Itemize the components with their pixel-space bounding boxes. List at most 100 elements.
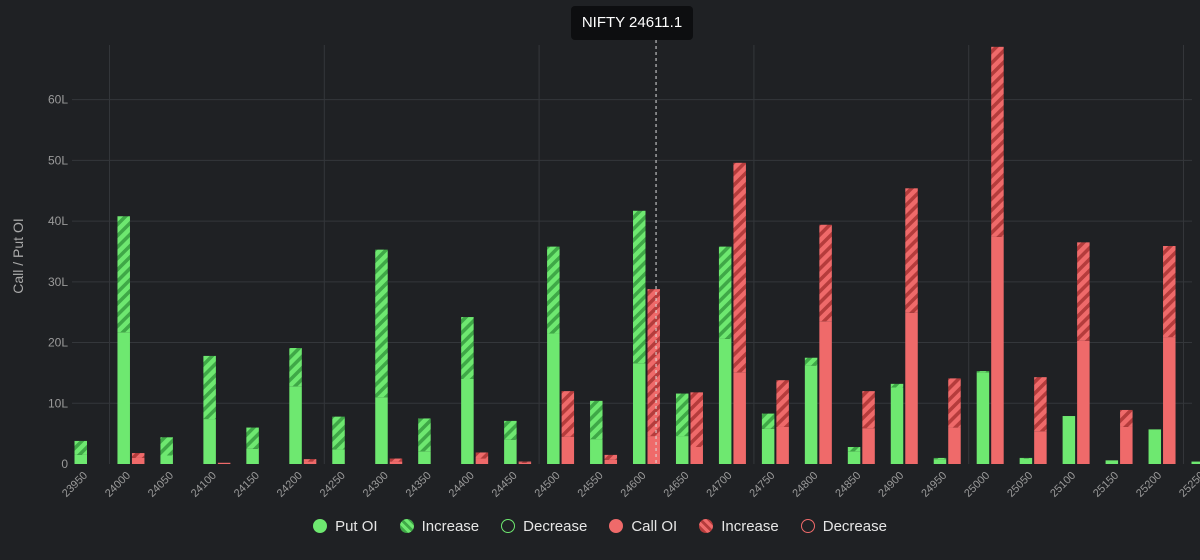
call-oi-bar[interactable]	[217, 462, 231, 464]
call-increase-bar[interactable]	[1077, 242, 1090, 341]
put-oi-bar[interactable]	[375, 397, 388, 464]
put-oi-bar[interactable]	[1191, 461, 1200, 464]
legend-put-oi[interactable]: Put OI	[313, 518, 378, 535]
call-increase-bar[interactable]	[991, 46, 1004, 237]
put-increase-bar[interactable]	[289, 348, 302, 387]
call-increase-bar[interactable]	[1163, 245, 1176, 338]
put-increase-bar[interactable]	[1019, 457, 1033, 459]
put-oi-bar[interactable]	[160, 455, 173, 464]
put-increase-bar[interactable]	[933, 457, 947, 460]
call-oi-bar[interactable]	[1034, 431, 1047, 464]
call-increase-bar[interactable]	[131, 453, 145, 458]
call-increase-bar[interactable]	[561, 391, 575, 437]
put-oi-bar[interactable]	[461, 378, 474, 464]
put-oi-bar[interactable]	[675, 436, 689, 464]
put-increase-bar[interactable]	[375, 249, 388, 398]
call-oi-bar[interactable]	[819, 321, 832, 464]
put-oi-bar[interactable]	[246, 448, 259, 464]
put-oi-bar[interactable]	[633, 363, 646, 464]
put-increase-bar[interactable]	[976, 371, 990, 373]
call-oi-bar[interactable]	[1077, 340, 1090, 464]
put-increase-bar[interactable]	[675, 393, 689, 437]
put-increase-bar[interactable]	[461, 317, 474, 379]
call-oi-bar[interactable]	[690, 446, 703, 464]
put-increase-bar[interactable]	[547, 246, 560, 334]
put-oi-bar[interactable]	[761, 428, 775, 464]
call-increase-bar[interactable]	[518, 461, 532, 463]
put-increase-bar[interactable]	[718, 246, 732, 339]
legend-label: Increase	[421, 517, 480, 535]
put-oi-bar[interactable]	[74, 454, 88, 464]
call-increase-bar[interactable]	[1034, 377, 1047, 432]
call-oi-bar[interactable]	[475, 458, 489, 464]
put-oi-bar[interactable]	[203, 419, 216, 464]
put-oi-bar[interactable]	[332, 449, 345, 464]
call-oi-bar[interactable]	[733, 372, 746, 464]
put-oi-bar[interactable]	[504, 439, 517, 464]
call-increase-bar[interactable]	[604, 454, 618, 460]
call-oi-bar[interactable]	[1120, 426, 1133, 464]
call-increase-bar[interactable]	[647, 289, 661, 437]
call-oi-bar[interactable]	[561, 436, 575, 464]
call-increase-bar[interactable]	[905, 188, 918, 313]
put-increase-bar[interactable]	[203, 355, 216, 420]
put-oi-bar[interactable]	[718, 338, 732, 464]
put-increase-bar[interactable]	[847, 446, 861, 452]
put-increase-bar[interactable]	[332, 416, 345, 450]
put-increase-bar[interactable]	[890, 383, 904, 388]
put-oi-bar[interactable]	[804, 365, 818, 464]
put-oi-bar[interactable]	[933, 459, 947, 464]
legend-call-decrease[interactable]: Decrease	[800, 518, 887, 535]
call-oi-bar[interactable]	[604, 459, 618, 464]
put-increase-bar[interactable]	[504, 420, 517, 440]
call-increase-bar[interactable]	[690, 392, 703, 447]
put-increase-bar[interactable]	[418, 418, 431, 452]
legend-call-oi[interactable]: Call OI	[609, 518, 677, 535]
call-oi-bar[interactable]	[647, 436, 661, 464]
put-increase-bar[interactable]	[761, 413, 775, 429]
put-oi-bar[interactable]	[590, 439, 603, 464]
put-oi-bar[interactable]	[1019, 458, 1033, 464]
put-oi-bar[interactable]	[1105, 460, 1119, 464]
call-increase-bar[interactable]	[303, 459, 317, 462]
call-oi-bar[interactable]	[991, 236, 1004, 464]
legend-call-increase[interactable]: Increase	[699, 518, 779, 535]
put-increase-bar[interactable]	[160, 437, 173, 456]
y-tick-label: 20L	[48, 336, 68, 350]
put-oi-bar[interactable]	[1062, 416, 1076, 464]
call-increase-bar[interactable]	[1120, 409, 1133, 427]
call-increase-bar[interactable]	[733, 162, 746, 373]
put-oi-bar[interactable]	[976, 372, 990, 464]
call-oi-bar[interactable]	[131, 457, 145, 464]
put-oi-bar[interactable]	[847, 451, 861, 464]
put-oi-bar[interactable]	[289, 386, 302, 464]
call-increase-bar[interactable]	[389, 458, 403, 462]
call-oi-bar[interactable]	[862, 428, 875, 464]
call-oi-bar[interactable]	[303, 461, 317, 464]
put-increase-bar[interactable]	[74, 440, 88, 455]
put-oi-bar[interactable]	[117, 332, 130, 464]
put-increase-bar[interactable]	[246, 427, 259, 449]
put-increase-bar[interactable]	[117, 216, 130, 333]
legend-put-decrease[interactable]: Decrease	[501, 518, 587, 535]
call-increase-bar[interactable]	[776, 380, 789, 427]
call-oi-bar[interactable]	[776, 426, 789, 464]
put-oi-bar[interactable]	[1148, 429, 1162, 464]
call-increase-bar[interactable]	[948, 378, 961, 428]
call-oi-bar[interactable]	[905, 312, 918, 464]
call-oi-bar[interactable]	[518, 462, 532, 464]
legend-put-increase[interactable]: Increase	[399, 517, 480, 535]
call-oi-bar[interactable]	[1163, 337, 1176, 464]
put-oi-bar[interactable]	[418, 451, 431, 464]
call-increase-bar[interactable]	[819, 224, 832, 322]
put-increase-bar[interactable]	[804, 357, 818, 366]
put-increase-bar[interactable]	[633, 210, 646, 364]
put-oi-bar[interactable]	[890, 387, 904, 464]
call-oi-bar[interactable]	[389, 461, 403, 464]
put-oi-bar[interactable]	[547, 333, 560, 464]
call-increase-bar[interactable]	[862, 391, 875, 429]
put-increase-bar[interactable]	[590, 400, 603, 440]
call-oi-bar[interactable]	[948, 427, 961, 464]
call-increase-bar[interactable]	[475, 452, 489, 459]
